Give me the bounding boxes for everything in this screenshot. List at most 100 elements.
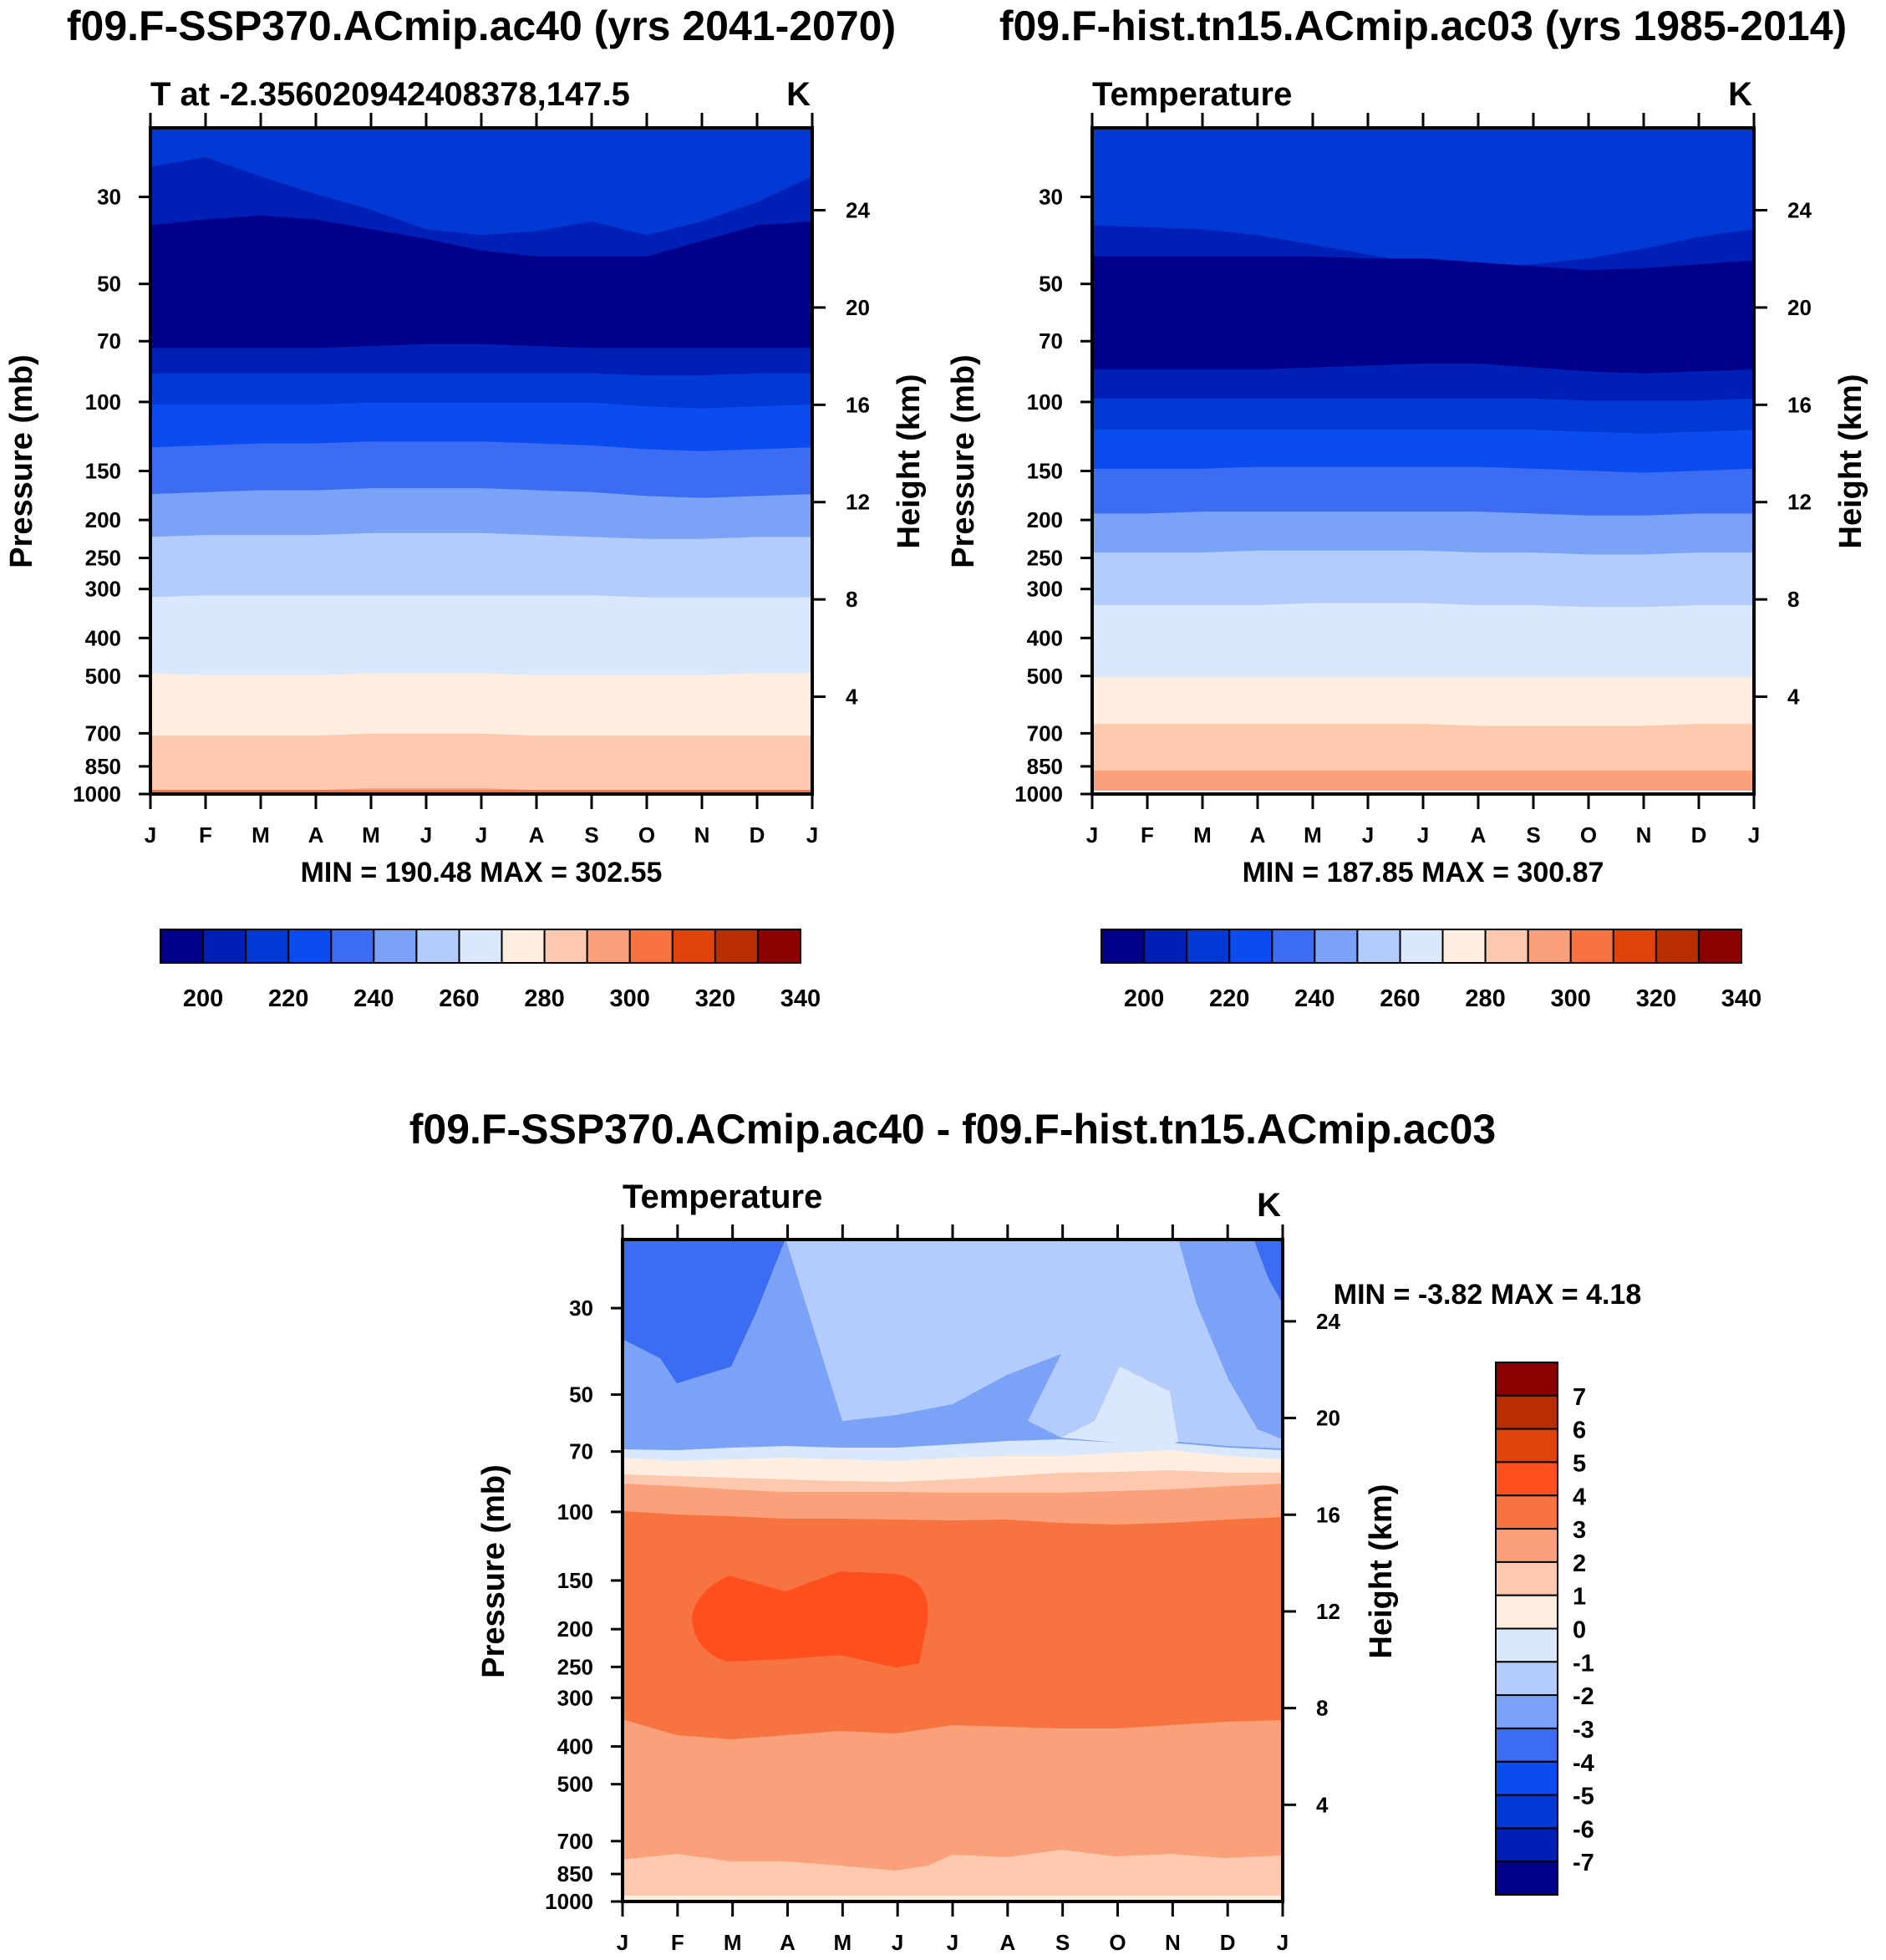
y-tick-label: 150 — [85, 458, 121, 483]
y-right-tick-label: 20 — [1316, 1406, 1340, 1431]
y-right-tick-label: 8 — [1316, 1696, 1328, 1721]
colorbar-label: -2 — [1573, 1683, 1594, 1710]
colorbar-label: -3 — [1573, 1717, 1594, 1744]
y-tick-label: 200 — [85, 507, 121, 532]
panel1-ylabel-right: Height (km) — [892, 374, 927, 549]
colorbar-label: 240 — [1294, 985, 1334, 1012]
y-tick-label: 200 — [557, 1616, 593, 1642]
y-tick-label: 50 — [1039, 272, 1063, 297]
x-tick-label: D — [750, 822, 765, 848]
colorbar-label: 2 — [1573, 1550, 1586, 1577]
colorbar-swatch — [1186, 929, 1231, 964]
panel2-variable-label: Temperature — [1092, 76, 1292, 113]
diff-region-minus2-minus1-right — [1028, 1240, 1283, 1448]
colorbar-swatch — [1495, 1827, 1558, 1863]
panel2-units: K — [1728, 76, 1752, 113]
panel2-minmax: MIN = 187.85 MAX = 300.87 — [1243, 857, 1604, 888]
panel1-units: K — [786, 76, 811, 113]
diff-region-minus1-0-right — [1061, 1367, 1178, 1444]
x-tick-label: J — [947, 1930, 958, 1955]
colorbar-swatch — [1495, 1794, 1558, 1830]
y-tick-label: 50 — [97, 272, 121, 297]
colorbar-label: 280 — [1465, 985, 1505, 1012]
panel3-ylabel: Pressure (mb) — [476, 1464, 511, 1678]
panel3-minmax: MIN = -3.82 MAX = 4.18 — [1334, 1279, 1642, 1311]
y-tick-label: 100 — [1027, 389, 1063, 415]
colorbar-swatch — [415, 929, 460, 964]
x-tick-label: J — [1748, 822, 1760, 848]
y-right-tick-label: 20 — [1787, 295, 1812, 320]
colorbar-label: -5 — [1573, 1784, 1594, 1810]
y-right-tick-label: 12 — [1316, 1599, 1340, 1624]
x-tick-label: F — [1141, 822, 1154, 848]
y-tick-label: 100 — [85, 389, 121, 415]
y-tick-label: 100 — [557, 1499, 593, 1525]
panel-difference: f09.F-SSP370.ACmip.ac40 - f09.F-hist.tn1… — [409, 1106, 1641, 1955]
colorbar-swatch — [1495, 1494, 1558, 1530]
colorbar-label: 220 — [268, 985, 308, 1012]
y-tick-label: 30 — [569, 1296, 593, 1321]
x-tick-label: M — [724, 1930, 742, 1955]
panel1-ylabel: Pressure (mb) — [4, 354, 39, 568]
colorbar-label: -4 — [1573, 1750, 1594, 1777]
y-right-tick-label: 16 — [846, 392, 870, 417]
y-tick-label: 250 — [85, 546, 121, 571]
panel2-y-ticks-right: 24 20 16 12 8 4 — [1754, 197, 1812, 710]
y-tick-label: 30 — [97, 185, 121, 210]
colorbar-swatch — [1399, 929, 1444, 964]
colorbar-swatch — [1441, 929, 1487, 964]
y-right-tick-label: 12 — [846, 490, 870, 515]
colorbar-swatch — [1495, 1727, 1558, 1763]
x-tick-label: M — [252, 822, 270, 848]
contour-band-280 — [150, 733, 812, 794]
x-tick-label: M — [833, 1930, 851, 1955]
x-tick-label: J — [145, 822, 156, 848]
diff-region-minus3-minus2-right — [1178, 1240, 1283, 1439]
colorbar-swatch — [287, 929, 333, 964]
y-tick-label: 500 — [85, 664, 121, 689]
colorbar-label: 260 — [1380, 985, 1420, 1012]
y-right-tick-label: 24 — [1316, 1309, 1340, 1334]
x-tick-label: D — [1691, 822, 1707, 848]
colorbar-label: 0 — [1573, 1617, 1586, 1644]
x-tick-label: A — [1250, 822, 1266, 848]
colorbar-swatch — [1484, 929, 1529, 964]
y-tick-label: 70 — [1039, 328, 1063, 354]
y-tick-label: 400 — [557, 1733, 593, 1759]
colorbar-label: 220 — [1209, 985, 1249, 1012]
panel2-title: f09.F-hist.tn15.ACmip.ac03 (yrs 1985-201… — [999, 3, 1847, 49]
y-right-tick-label: 24 — [1787, 197, 1812, 222]
colorbar-swatch — [1314, 929, 1359, 964]
y-tick-label: 500 — [1027, 664, 1063, 689]
colorbar-swatch — [1495, 1661, 1558, 1697]
colorbar-swatch — [1495, 1627, 1558, 1663]
y-right-tick-label: 8 — [846, 587, 857, 612]
colorbar-label: 340 — [780, 985, 821, 1012]
x-tick-label: N — [694, 822, 710, 848]
diff-region-minus4-minus3-left — [623, 1240, 785, 1383]
y-tick-label: 250 — [1027, 546, 1063, 571]
y-tick-label: 150 — [557, 1568, 593, 1593]
colorbar-label: 6 — [1573, 1418, 1586, 1444]
colorbar-swatch — [1495, 1461, 1558, 1497]
colorbar-swatch — [458, 929, 503, 964]
diff-region-4-5-blob — [692, 1571, 928, 1667]
panel1-minmax: MIN = 190.48 MAX = 302.55 — [301, 857, 663, 888]
y-tick-label: 300 — [85, 577, 121, 602]
y-tick-label: 50 — [569, 1382, 593, 1408]
y-tick-label: 1000 — [73, 781, 121, 807]
panel1-colorbar: 200 220 240 260 280 300 320 340 — [160, 929, 821, 1012]
colorbar-swatch — [543, 929, 588, 964]
panel-hist: f09.F-hist.tn15.ACmip.ac03 (yrs 1985-201… — [946, 3, 1868, 1012]
colorbar-swatch — [1495, 1760, 1558, 1796]
panel1-variable-label: T at -2.356020942408378,147.5 — [150, 76, 630, 113]
colorbar-swatch — [1495, 1861, 1558, 1896]
panel2-contour-field — [1092, 128, 1754, 794]
x-tick-label: S — [584, 822, 598, 848]
colorbar-label: 200 — [1124, 985, 1164, 1012]
